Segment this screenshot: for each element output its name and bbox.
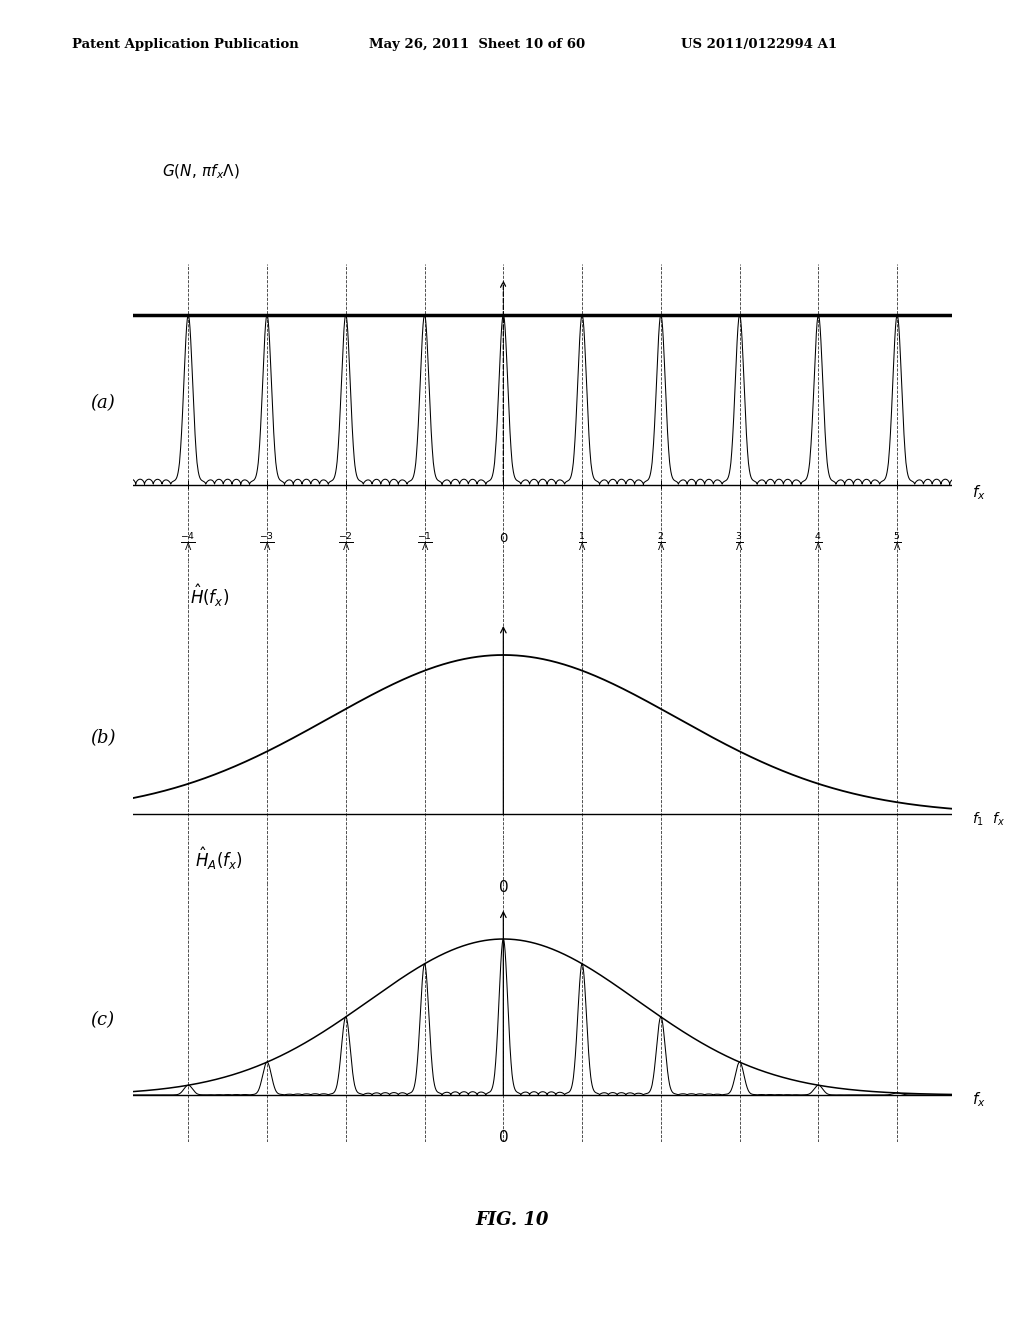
Text: $\hat{H}_A(f_x)$: $\hat{H}_A(f_x)$ <box>195 845 243 873</box>
Text: $\frac{5}{\Lambda}$: $\frac{5}{\Lambda}$ <box>893 532 901 554</box>
Text: US 2011/0122994 A1: US 2011/0122994 A1 <box>681 38 837 51</box>
Text: $0$: $0$ <box>499 532 508 545</box>
Text: $\frac{-4}{\Lambda}$: $\frac{-4}{\Lambda}$ <box>180 532 196 554</box>
Text: $\frac{-1}{\Lambda}$: $\frac{-1}{\Lambda}$ <box>417 532 432 554</box>
Text: $\frac{4}{\Lambda}$: $\frac{4}{\Lambda}$ <box>814 532 822 554</box>
Text: $f_x$: $f_x$ <box>972 1090 986 1109</box>
Text: $G(N,\,\pi f_x\Lambda)$: $G(N,\,\pi f_x\Lambda)$ <box>162 162 240 181</box>
Text: $0$: $0$ <box>498 879 509 895</box>
Text: $\frac{1}{\Lambda}$: $\frac{1}{\Lambda}$ <box>578 532 587 554</box>
Text: $\frac{-2}{\Lambda}$: $\frac{-2}{\Lambda}$ <box>338 532 353 554</box>
Text: (b): (b) <box>90 729 116 747</box>
Text: $\frac{3}{\Lambda}$: $\frac{3}{\Lambda}$ <box>735 532 743 554</box>
Text: $\hat{H}(f_x)$: $\hat{H}(f_x)$ <box>190 582 229 609</box>
Text: FIG. 10: FIG. 10 <box>475 1210 549 1229</box>
Text: $\frac{2}{\Lambda}$: $\frac{2}{\Lambda}$ <box>656 532 665 554</box>
Text: Patent Application Publication: Patent Application Publication <box>72 38 298 51</box>
Text: $\frac{-3}{\Lambda}$: $\frac{-3}{\Lambda}$ <box>259 532 274 554</box>
Text: $0$: $0$ <box>498 1130 509 1146</box>
Text: $f_1\ \ f_x$: $f_1\ \ f_x$ <box>972 810 1006 828</box>
Text: (a): (a) <box>90 395 115 412</box>
Text: May 26, 2011  Sheet 10 of 60: May 26, 2011 Sheet 10 of 60 <box>369 38 585 51</box>
Text: $f_x$: $f_x$ <box>972 483 986 503</box>
Text: (c): (c) <box>90 1011 114 1028</box>
